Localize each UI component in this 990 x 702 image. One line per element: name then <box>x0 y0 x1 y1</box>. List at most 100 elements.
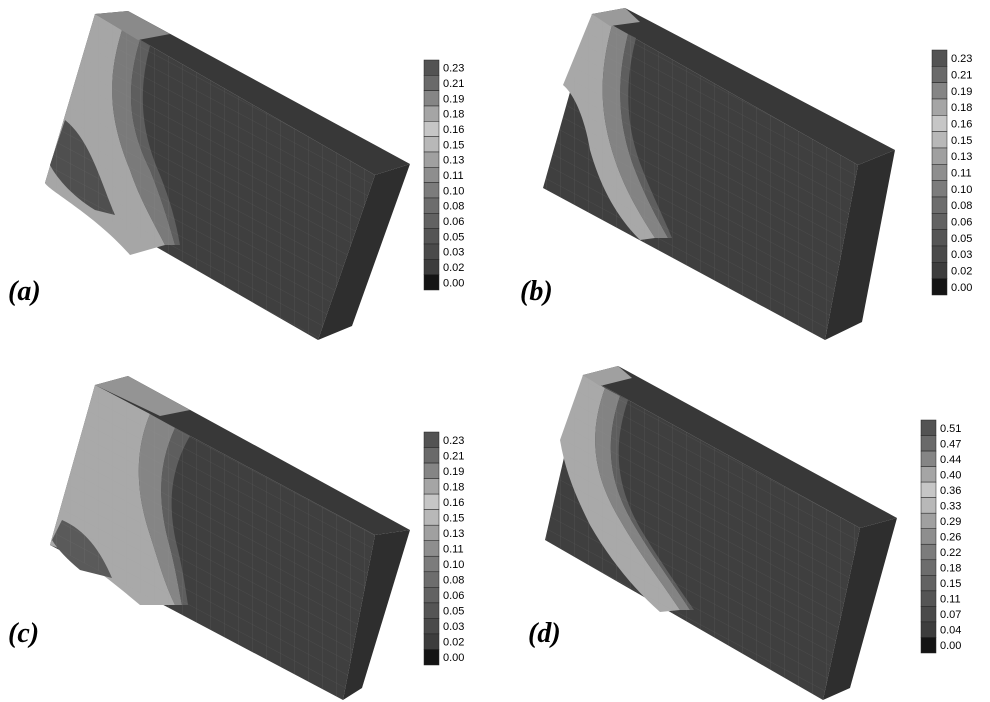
legend-swatch-a-0 <box>423 59 440 76</box>
legend-swatch-b-5 <box>931 131 948 149</box>
legend-swatch-b-13 <box>931 262 948 279</box>
legend-swatch-d-7 <box>920 528 937 545</box>
panel-c: (c) 0.23 0.21 0.19 0.18 0.16 0.15 0.13 0.11 0.10… <box>8 376 464 700</box>
legend-swatch-a-14 <box>423 274 440 291</box>
legend-swatch-c-14 <box>423 649 440 666</box>
legend-swatch-d-14 <box>920 637 937 654</box>
legend-label-d-6: 0.29 <box>940 516 961 528</box>
legend-swatch-a-3 <box>423 105 440 122</box>
legend-swatch-c-2 <box>423 462 440 479</box>
legend-swatch-a-5 <box>423 136 440 153</box>
legend-swatch-d-13 <box>920 621 937 638</box>
legend-label-b-10: 0.06 <box>951 217 972 229</box>
legend-swatch-c-8 <box>423 556 440 573</box>
legend-swatch-b-7 <box>931 164 948 181</box>
legend-swatch-d-2 <box>920 450 937 467</box>
legend-label-c-6: 0.13 <box>443 528 464 540</box>
legend-label-d-12: 0.07 <box>940 609 961 621</box>
legend-swatch-d-10 <box>920 575 937 592</box>
slab-d <box>545 366 897 700</box>
legend-swatch-b-4 <box>931 115 948 132</box>
legend-label-b-12: 0.03 <box>951 249 972 261</box>
legend-swatch-d-1 <box>920 435 937 452</box>
legend-label-d-10: 0.15 <box>940 578 961 590</box>
legend-swatch-d-4 <box>920 481 937 498</box>
legend-d: 0.51 0.47 0.44 0.40 0.36 0.33 0.29 0.26 0.22 0.18… <box>920 419 961 654</box>
legend-swatch-b-1 <box>931 66 948 83</box>
legend-swatch-c-5 <box>423 509 440 526</box>
legend-label-c-5: 0.15 <box>443 512 464 524</box>
legend-label-d-2: 0.44 <box>940 454 961 466</box>
legend-label-a-3: 0.18 <box>443 109 464 121</box>
legend-label-b-7: 0.11 <box>951 168 972 180</box>
legend-label-a-12: 0.03 <box>443 247 464 259</box>
slab-b <box>543 8 895 340</box>
legend-label-d-11: 0.11 <box>940 594 961 606</box>
legend-swatch-d-9 <box>920 559 937 576</box>
legend-label-c-7: 0.11 <box>443 544 464 556</box>
panel-label-c: (c) <box>8 618 39 649</box>
legend-label-a-10: 0.06 <box>443 216 464 228</box>
legend-label-b-2: 0.19 <box>951 86 972 98</box>
legend-swatch-c-10 <box>423 587 440 604</box>
legend-label-c-9: 0.08 <box>443 575 464 587</box>
legend-swatch-d-11 <box>920 590 937 607</box>
legend-label-a-14: 0.00 <box>443 277 464 289</box>
legend-swatch-b-11 <box>931 229 948 247</box>
legend-a: 0.23 0.21 0.19 0.18 0.16 0.15 0.13 0.11 0.10 0.08… <box>423 59 464 291</box>
legend-label-b-0: 0.23 <box>951 53 972 65</box>
legend-swatch-c-9 <box>423 571 440 588</box>
legend-swatch-c-13 <box>423 633 440 650</box>
panel-label-d: (d) <box>528 618 561 649</box>
panel-label-a: (a) <box>8 276 41 307</box>
legend-label-a-0: 0.23 <box>443 63 464 75</box>
legend-label-d-0: 0.51 <box>940 423 961 435</box>
legend-swatch-b-0 <box>931 49 948 67</box>
legend-label-b-6: 0.13 <box>951 151 972 163</box>
legend-swatch-a-7 <box>423 167 440 183</box>
legend-swatch-d-12 <box>920 606 937 623</box>
legend-label-b-11: 0.05 <box>951 233 972 245</box>
legend-label-a-9: 0.08 <box>443 201 464 213</box>
legend-swatch-b-2 <box>931 82 948 100</box>
panel-d: (d) 0.51 0.47 0.44 0.40 0.36 0.33 0.29 0.26 0.22… <box>528 366 961 700</box>
legend-label-c-13: 0.02 <box>443 637 464 649</box>
legend-label-c-11: 0.05 <box>443 606 464 618</box>
legend-label-d-9: 0.18 <box>940 563 961 575</box>
legend-label-d-1: 0.47 <box>940 438 961 450</box>
legend-label-a-6: 0.13 <box>443 155 464 167</box>
legend-label-b-14: 0.00 <box>951 282 972 294</box>
legend-label-a-11: 0.05 <box>443 231 464 243</box>
legend-swatch-d-6 <box>920 512 937 529</box>
legend-label-c-8: 0.10 <box>443 559 464 571</box>
legend-label-c-0: 0.23 <box>443 435 464 447</box>
legend-swatch-a-2 <box>423 90 440 107</box>
legend-label-b-1: 0.21 <box>951 70 972 82</box>
legend-swatch-b-9 <box>931 196 948 214</box>
legend-swatch-a-13 <box>423 259 440 275</box>
legend-label-c-10: 0.06 <box>443 590 464 602</box>
legend-swatch-b-8 <box>931 180 948 198</box>
legend-swatch-b-3 <box>931 98 948 116</box>
legend-label-a-7: 0.11 <box>443 170 464 182</box>
legend-swatch-d-5 <box>920 497 937 514</box>
legend-swatch-c-3 <box>423 478 440 495</box>
legend-label-c-4: 0.16 <box>443 497 464 509</box>
panel-a: (a) 0.23 0.21 0.19 0.18 0.16 0.15 0.13 0.11 0.10… <box>8 11 464 340</box>
slab-a <box>45 11 410 340</box>
legend-label-d-8: 0.22 <box>940 547 961 559</box>
legend-label-c-14: 0.00 <box>443 652 464 664</box>
legend-label-d-14: 0.00 <box>940 640 961 652</box>
legend-label-b-3: 0.18 <box>951 102 972 114</box>
legend-label-a-13: 0.02 <box>443 262 464 274</box>
legend-swatch-a-12 <box>423 243 440 260</box>
legend-label-a-1: 0.21 <box>443 78 464 90</box>
legend-swatch-a-11 <box>423 228 440 245</box>
legend-swatch-a-1 <box>423 75 440 91</box>
legend-label-d-7: 0.26 <box>940 532 961 544</box>
legend-swatch-b-14 <box>931 278 948 296</box>
legend-swatch-a-9 <box>423 197 440 214</box>
legend-c: 0.23 0.21 0.19 0.18 0.16 0.15 0.13 0.11 0.10 0.08… <box>423 431 464 666</box>
legend-label-a-5: 0.15 <box>443 139 464 151</box>
legend-swatch-d-0 <box>920 419 937 436</box>
